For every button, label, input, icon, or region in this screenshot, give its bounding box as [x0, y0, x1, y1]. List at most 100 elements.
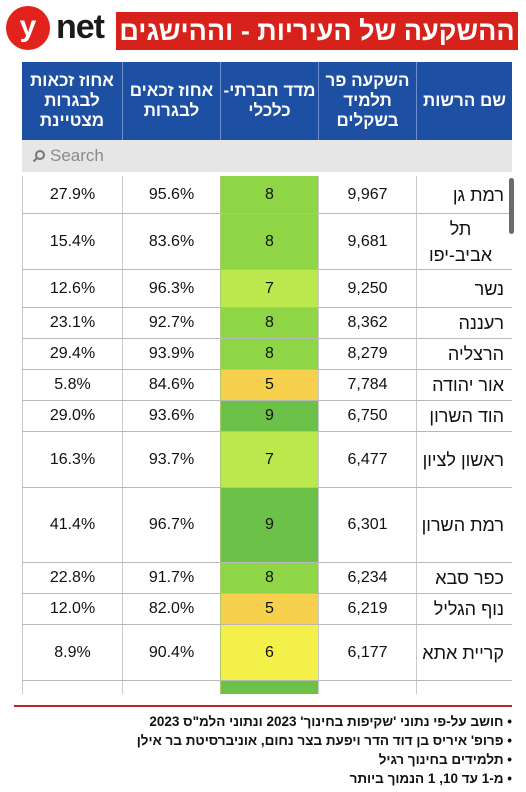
cell-investment: 6,301 [318, 488, 416, 562]
table-row: 16.3% 93.7% 7 6,477 ראשון לציון [22, 432, 512, 488]
table-row: 29.0% 93.6% 9 6,750 הוד השרון [22, 401, 512, 432]
cell-investment: 6,234 [318, 563, 416, 593]
cell-investment: 6,477 [318, 432, 416, 487]
page-header: y net ההשקעה של העיריות - וההישגים [0, 0, 526, 62]
cell-name: אור יהודה [416, 370, 512, 400]
table-row: 41.4% 96.7% 9 6,301 רמת השרון [22, 488, 512, 563]
cell-excellent: 29.0% [22, 401, 122, 431]
cell-excellent: 5.8% [22, 370, 122, 400]
cell-excellent: 12.6% [22, 270, 122, 307]
cell-eligible: 83.6% [122, 214, 220, 269]
header-name: שם הרשות [416, 62, 512, 140]
search-placeholder: Search [50, 146, 104, 165]
cell-eligible: 96.3% [122, 270, 220, 307]
cell-investment: 7,784 [318, 370, 416, 400]
footer-divider [14, 705, 512, 707]
cell-eligible: 96.7% [122, 488, 220, 562]
search-input[interactable]: Search [22, 140, 512, 172]
header-excellent: אחוז זכאות לבגרות מצטיינת [30, 71, 114, 130]
cell-name: ראשון לציון [416, 432, 512, 487]
cell-socio: 9 [220, 681, 318, 694]
header-eligible: אחוז זכאים לבגרות [122, 62, 220, 140]
cell-name: רעננה [416, 308, 512, 338]
table-row: 23.1% 92.7% 8 8,362 רעננה [22, 308, 512, 339]
cell-socio: 8 [220, 339, 318, 369]
cell-name: הוד השרון [416, 401, 512, 431]
cell-name: כפר סבא [416, 563, 512, 593]
header-investment: השקעה פר תלמיד בשקלים [318, 62, 416, 140]
cell-name: הרצליה [416, 339, 512, 369]
cell-name: תל אביב-יפו [416, 214, 512, 269]
cell-excellent: 29.4% [22, 339, 122, 369]
cell-socio: 7 [220, 432, 318, 487]
cell-investment: 8,279 [318, 339, 416, 369]
cell-name: נוף הגליל [416, 594, 512, 624]
cell-excellent: 23.1% [22, 308, 122, 338]
cell-socio: 8 [220, 563, 318, 593]
cell-eligible [122, 681, 220, 694]
cell-eligible: 95.6% [122, 176, 220, 213]
cell-socio: 8 [220, 308, 318, 338]
cell-socio: 9 [220, 488, 318, 562]
cell-excellent: 8.9% [22, 625, 122, 680]
cell-investment: 8,362 [318, 308, 416, 338]
cell-investment: 9,967 [318, 176, 416, 213]
cell-name: קריית אתא [416, 625, 512, 680]
table-row: 27.9% 95.6% 8 9,967 רמת גן [22, 176, 512, 214]
cell-socio: 5 [220, 370, 318, 400]
table-row: 5.8% 84.6% 5 7,784 אור יהודה [22, 370, 512, 401]
footnote: • פרופ' איריס בן דוד הדר ויפעת בצר נחום,… [136, 733, 512, 748]
cell-investment: 9,681 [318, 214, 416, 269]
cell-socio: 8 [220, 214, 318, 269]
cell-socio: 5 [220, 594, 318, 624]
table-row: 8.9% 90.4% 6 6,177 קריית אתא [22, 625, 512, 681]
cell-eligible: 93.7% [122, 432, 220, 487]
cell-eligible: 92.7% [122, 308, 220, 338]
cell-socio: 6 [220, 625, 318, 680]
table-row: 22.8% 91.7% 8 6,234 כפר סבא [22, 563, 512, 594]
cell-socio: 7 [220, 270, 318, 307]
cell-eligible: 91.7% [122, 563, 220, 593]
table-header: אחוז זכאות לבגרות מצטיינת אחוז זכאים לבג… [22, 62, 512, 140]
cell-eligible: 84.6% [122, 370, 220, 400]
cell-name: רמת השרון [416, 488, 512, 562]
cell-excellent: 16.3% [22, 432, 122, 487]
footnote: • מ-1 עד 10, 1 הנמוך ביותר [349, 771, 512, 786]
logo-mark: y [19, 10, 37, 43]
search-icon [32, 150, 45, 163]
cell-eligible: 90.4% [122, 625, 220, 680]
table-row: 29.4% 93.9% 8 8,279 הרצליה [22, 339, 512, 370]
cell-excellent: 22.8% [22, 563, 122, 593]
table-row: 12.6% 96.3% 7 9,250 נשר [22, 270, 512, 308]
cell-socio: 8 [220, 176, 318, 213]
table-row: 9 יהוד [22, 681, 512, 694]
footnote: • תלמידים בחינוך רגיל [378, 752, 512, 767]
cell-investment: 6,219 [318, 594, 416, 624]
cell-investment: 9,250 [318, 270, 416, 307]
scrollbar[interactable] [509, 178, 514, 234]
cell-excellent: 41.4% [22, 488, 122, 562]
cell-eligible: 82.0% [122, 594, 220, 624]
cell-excellent: 12.0% [22, 594, 122, 624]
header-socio: מדד חברתי- כלכלי [220, 62, 318, 140]
logo-text: net [56, 8, 105, 46]
cell-investment: 6,750 [318, 401, 416, 431]
cell-name: נשר [416, 270, 512, 307]
footnote: • חושב על-פי נתוני 'שקיפות בחינוך' 2023 … [149, 714, 512, 729]
cell-investment: 6,177 [318, 625, 416, 680]
footnotes: • חושב על-פי נתוני 'שקיפות בחינוך' 2023 … [16, 712, 512, 788]
cell-excellent: 27.9% [22, 176, 122, 213]
cell-excellent [22, 681, 122, 694]
cell-name: רמת גן [416, 176, 512, 213]
cell-name: יהוד [416, 681, 512, 694]
page-title: ההשקעה של העיריות - וההישגים [116, 12, 518, 50]
table-body: 27.9% 95.6% 8 9,967 רמת גן 15.4% 83.6% 8 9,681 תל… [22, 176, 512, 694]
table-row: 12.0% 82.0% 5 6,219 נוף הגליל [22, 594, 512, 625]
cell-eligible: 93.9% [122, 339, 220, 369]
cell-investment [318, 681, 416, 694]
cell-eligible: 93.6% [122, 401, 220, 431]
table-row: 15.4% 83.6% 8 9,681 תל אביב-יפו [22, 214, 512, 270]
ynet-logo: y [6, 6, 50, 50]
cell-excellent: 15.4% [22, 214, 122, 269]
cell-socio: 9 [220, 401, 318, 431]
